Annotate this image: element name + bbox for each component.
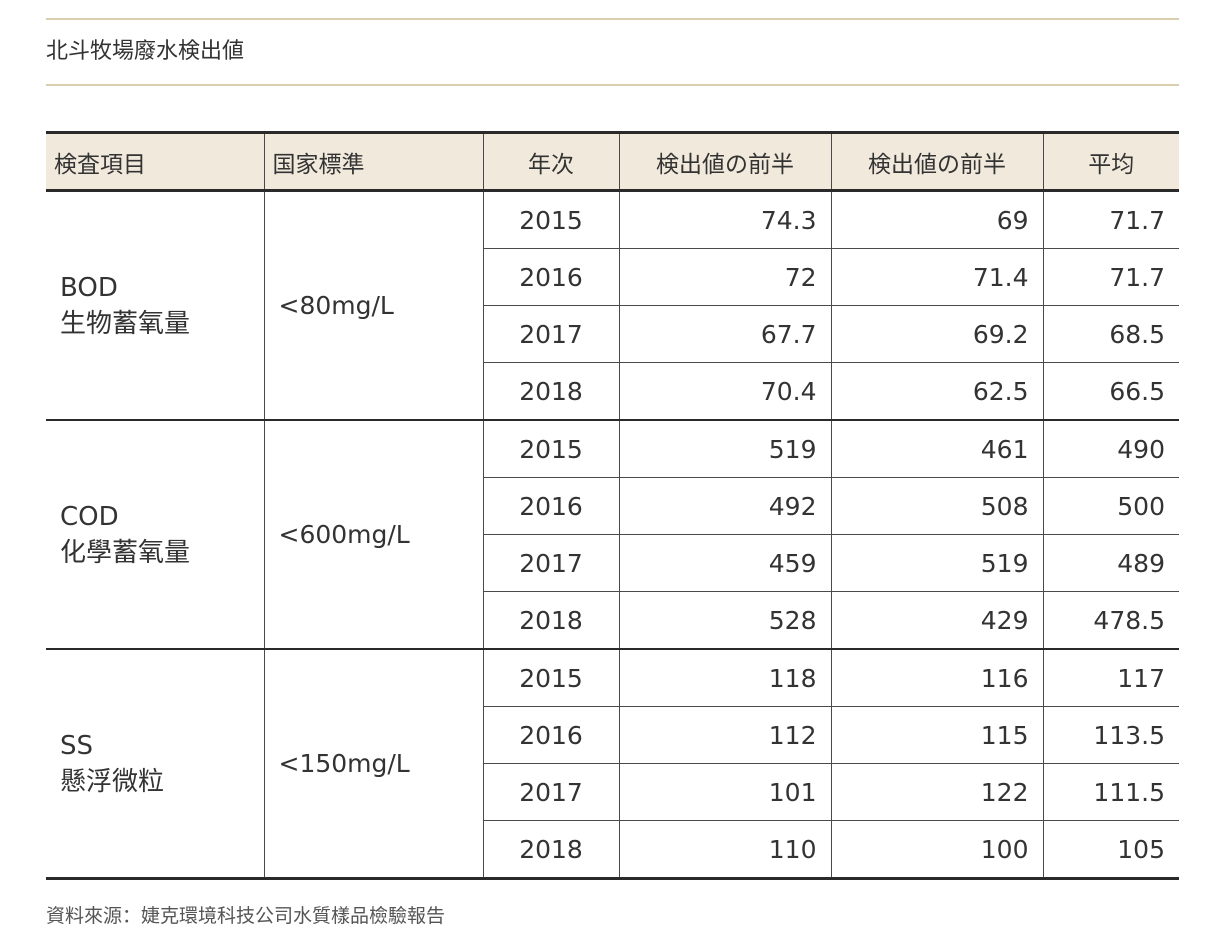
average-cell: 489 bbox=[1043, 534, 1179, 592]
average-cell: 105 bbox=[1043, 820, 1179, 879]
second-half-cell: 100 bbox=[831, 820, 1044, 879]
average-cell: 117 bbox=[1043, 649, 1179, 707]
table-row: SS 懸浮微粒 <150mg/L 2015 118 116 117 bbox=[46, 649, 1179, 880]
table-row: 2018 528 429 478.5 bbox=[46, 591, 1179, 650]
average-cell: 66.5 bbox=[1043, 362, 1179, 421]
second-half-cell: 69 bbox=[831, 190, 1044, 249]
parameter-cell-ss: SS 懸浮微粒 bbox=[46, 649, 265, 880]
year-cell: 2015 bbox=[483, 190, 620, 249]
average-cell: 478.5 bbox=[1043, 591, 1179, 650]
year-cell: 2016 bbox=[483, 248, 620, 306]
header-second-half: 検出値の前半 bbox=[831, 132, 1044, 192]
table-row: 2018 70.4 62.5 66.5 bbox=[46, 362, 1179, 421]
first-half-cell: 528 bbox=[619, 591, 832, 650]
first-half-cell: 492 bbox=[619, 477, 832, 535]
year-cell: 2016 bbox=[483, 477, 620, 535]
year-cell: 2017 bbox=[483, 534, 620, 592]
parameter-code: SS bbox=[60, 730, 94, 761]
standard-cell: <80mg/L bbox=[264, 190, 484, 421]
wastewater-table: 検査項目 国家標準 年次 検出値の前半 検出値の前半 平均 BOD 生物蓄氧量 … bbox=[46, 131, 1179, 880]
second-half-cell: 116 bbox=[831, 649, 1044, 707]
parameter-name: 懸浮微粒 bbox=[60, 766, 165, 797]
second-half-cell: 69.2 bbox=[831, 305, 1044, 363]
header-item: 検査項目 bbox=[46, 132, 265, 192]
year-cell: 2015 bbox=[483, 420, 620, 478]
second-half-cell: 429 bbox=[831, 591, 1044, 650]
first-half-cell: 459 bbox=[619, 534, 832, 592]
second-half-cell: 115 bbox=[831, 706, 1044, 764]
page-title: 北斗牧場廢水検出値 bbox=[46, 39, 245, 64]
source-note: 資料來源：婕克環境科技公司水質樣品檢驗報告 bbox=[46, 905, 446, 927]
table-row: 2016 72 71.4 71.7 bbox=[46, 248, 1179, 306]
table-row: 2017 67.7 69.2 68.5 bbox=[46, 305, 1179, 363]
year-cell: 2017 bbox=[483, 305, 620, 363]
year-cell: 2016 bbox=[483, 706, 620, 764]
parameter-name: 生物蓄氧量 bbox=[60, 308, 191, 339]
header-standard: 国家標準 bbox=[264, 132, 484, 192]
average-cell: 68.5 bbox=[1043, 305, 1179, 363]
first-half-cell: 101 bbox=[619, 763, 832, 821]
year-cell: 2018 bbox=[483, 362, 620, 421]
table-row: 2018 110 100 105 bbox=[46, 820, 1179, 879]
average-cell: 113.5 bbox=[1043, 706, 1179, 764]
average-cell: 111.5 bbox=[1043, 763, 1179, 821]
average-cell: 490 bbox=[1043, 420, 1179, 478]
first-half-cell: 118 bbox=[619, 649, 832, 707]
second-half-cell: 71.4 bbox=[831, 248, 1044, 306]
year-cell: 2018 bbox=[483, 591, 620, 650]
table-header-row: 検査項目 国家標準 年次 検出値の前半 検出値の前半 平均 bbox=[46, 132, 1179, 192]
header-year: 年次 bbox=[483, 132, 620, 192]
average-cell: 71.7 bbox=[1043, 248, 1179, 306]
year-cell: 2015 bbox=[483, 649, 620, 707]
table-row: 2017 459 519 489 bbox=[46, 534, 1179, 592]
year-cell: 2017 bbox=[483, 763, 620, 821]
table-row: 2017 101 122 111.5 bbox=[46, 763, 1179, 821]
second-half-cell: 62.5 bbox=[831, 362, 1044, 421]
parameter-cell-cod: COD 化學蓄氧量 bbox=[46, 420, 265, 650]
table-row: COD 化學蓄氧量 <600mg/L 2015 519 461 490 bbox=[46, 420, 1179, 650]
parameter-code: COD bbox=[60, 501, 119, 532]
table-row: BOD 生物蓄氧量 <80mg/L 2015 74.3 69 71.7 bbox=[46, 190, 1179, 421]
table-row: 2016 492 508 500 bbox=[46, 477, 1179, 535]
header-first-half: 検出値の前半 bbox=[619, 132, 832, 192]
average-cell: 71.7 bbox=[1043, 190, 1179, 249]
second-half-cell: 122 bbox=[831, 763, 1044, 821]
standard-cell: <600mg/L bbox=[264, 420, 484, 650]
second-half-cell: 461 bbox=[831, 420, 1044, 478]
second-half-cell: 519 bbox=[831, 534, 1044, 592]
first-half-cell: 72 bbox=[619, 248, 832, 306]
parameter-cell-bod: BOD 生物蓄氧量 bbox=[46, 190, 265, 421]
average-cell: 500 bbox=[1043, 477, 1179, 535]
top-divider bbox=[46, 18, 1179, 20]
table-row: 2016 112 115 113.5 bbox=[46, 706, 1179, 764]
year-cell: 2018 bbox=[483, 820, 620, 879]
second-half-cell: 508 bbox=[831, 477, 1044, 535]
first-half-cell: 112 bbox=[619, 706, 832, 764]
first-half-cell: 110 bbox=[619, 820, 832, 879]
header-average: 平均 bbox=[1043, 132, 1179, 192]
first-half-cell: 67.7 bbox=[619, 305, 832, 363]
first-half-cell: 70.4 bbox=[619, 362, 832, 421]
first-half-cell: 519 bbox=[619, 420, 832, 478]
parameter-code: BOD bbox=[60, 272, 118, 303]
first-half-cell: 74.3 bbox=[619, 190, 832, 249]
parameter-name: 化學蓄氧量 bbox=[60, 537, 191, 568]
title-divider bbox=[46, 84, 1179, 86]
standard-cell: <150mg/L bbox=[264, 649, 484, 880]
